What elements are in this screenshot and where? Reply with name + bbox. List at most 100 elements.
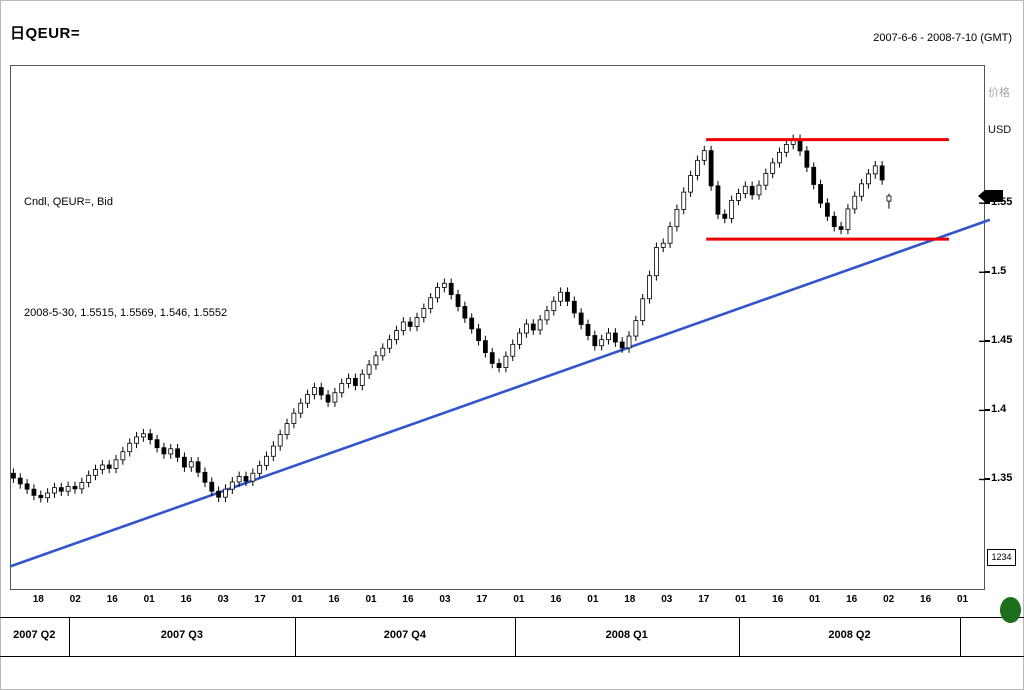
candle-body bbox=[517, 332, 522, 345]
x-tick-label: 16 bbox=[180, 594, 192, 605]
x-tick-label: 01 bbox=[291, 594, 303, 605]
candle-body bbox=[52, 487, 57, 494]
candle-body bbox=[99, 464, 105, 470]
candle-body bbox=[311, 387, 317, 395]
candle-body bbox=[524, 323, 529, 334]
x-tick-label: 17 bbox=[698, 594, 710, 605]
candle-body bbox=[38, 494, 44, 499]
candle-body bbox=[476, 328, 481, 342]
candle-body bbox=[667, 226, 673, 244]
candle-body bbox=[838, 226, 844, 230]
candle-body bbox=[202, 471, 208, 483]
y-tick-dash bbox=[985, 340, 990, 343]
candle-body bbox=[551, 300, 557, 312]
candle-body bbox=[749, 185, 755, 196]
x-tick-label: 01 bbox=[587, 594, 599, 605]
candle-body bbox=[127, 442, 133, 453]
x-tick-label: 17 bbox=[254, 594, 266, 605]
candle-body bbox=[482, 340, 488, 354]
candle-body bbox=[140, 433, 146, 438]
quarter-separator bbox=[514, 618, 516, 657]
candle-body bbox=[305, 394, 310, 404]
page-number-box[interactable]: 1234 bbox=[987, 549, 1016, 566]
candle-body bbox=[264, 455, 269, 466]
status-indicator-icon bbox=[1000, 597, 1021, 623]
y-tick-dash bbox=[985, 409, 990, 412]
candle-body bbox=[859, 183, 864, 197]
price-chart[interactable] bbox=[9, 65, 991, 590]
candle-body bbox=[277, 434, 283, 447]
candle-body bbox=[606, 332, 611, 341]
price-axis-title-cn: 价格 bbox=[988, 87, 1010, 99]
candle-body bbox=[113, 459, 119, 469]
x-tick-label: 16 bbox=[328, 594, 340, 605]
candle-body bbox=[441, 282, 447, 288]
candle-body bbox=[770, 162, 776, 174]
y-tick-dash bbox=[985, 202, 990, 205]
candle-body bbox=[783, 144, 789, 153]
quarter-label: 2008 Q2 bbox=[828, 629, 871, 641]
x-axis: 18 02 16 01 16 03 17 01 16 01 16 03 17 01 16 01 18 03 17 01… bbox=[0, 594, 1024, 610]
candle-body bbox=[578, 312, 584, 325]
x-tick-label: 16 bbox=[920, 594, 932, 605]
candle-body bbox=[831, 215, 837, 228]
candle-body bbox=[209, 481, 215, 492]
candle-body bbox=[537, 319, 543, 331]
candle-body bbox=[872, 165, 878, 175]
candle-body bbox=[325, 394, 331, 403]
quarter-label: 2007 Q4 bbox=[383, 629, 426, 641]
x-tick-label: 02 bbox=[883, 594, 895, 605]
candle-body bbox=[223, 488, 228, 498]
candle-body bbox=[736, 193, 741, 201]
candle-body bbox=[387, 339, 393, 349]
instrument-title: 日QEUR= bbox=[10, 22, 80, 43]
candle-body bbox=[845, 208, 851, 230]
candle-body bbox=[428, 297, 434, 309]
candle-body bbox=[154, 439, 160, 449]
trendline bbox=[9, 218, 991, 568]
candle-body bbox=[756, 184, 762, 196]
candle-body bbox=[818, 184, 823, 204]
candle-body bbox=[24, 483, 30, 490]
candle-body bbox=[599, 339, 605, 347]
candle-body bbox=[79, 482, 85, 490]
x-tick-label: 17 bbox=[476, 594, 488, 605]
candle-body bbox=[188, 461, 194, 468]
candle-body bbox=[503, 355, 509, 368]
quarter-separator bbox=[68, 618, 70, 657]
candle-body bbox=[811, 166, 817, 185]
candle-body bbox=[729, 199, 735, 219]
candle-body bbox=[332, 392, 338, 403]
x-tick-label: 16 bbox=[550, 594, 562, 605]
candle-body bbox=[708, 150, 714, 187]
candle-body bbox=[681, 191, 687, 210]
candle-body bbox=[380, 347, 386, 357]
last-price-marker-icon bbox=[978, 189, 1003, 202]
quarter-label: 2008 Q1 bbox=[605, 629, 648, 641]
candle-body bbox=[763, 173, 769, 186]
candle-body bbox=[647, 275, 652, 300]
candle-body bbox=[120, 451, 126, 461]
candle-body bbox=[147, 433, 153, 441]
legend-series: Cndl, QEUR=, Bid bbox=[24, 196, 113, 208]
candle-body bbox=[414, 317, 420, 327]
candle-body bbox=[353, 377, 358, 386]
candle-body bbox=[715, 185, 721, 215]
candle-body bbox=[489, 352, 495, 364]
x-tick-label: 03 bbox=[661, 594, 673, 605]
quarter-label: 2007 Q3 bbox=[160, 629, 203, 641]
y-tick-label: 1.5 bbox=[991, 265, 1007, 278]
candle-body bbox=[695, 159, 700, 176]
x-tick-label: 16 bbox=[846, 594, 858, 605]
candle-body bbox=[804, 150, 810, 168]
candle-body bbox=[435, 287, 440, 299]
candle-body bbox=[284, 423, 290, 435]
candle-body bbox=[722, 213, 728, 219]
x-tick-label: 01 bbox=[957, 594, 969, 605]
x-tick-label: 01 bbox=[809, 594, 821, 605]
quarter-separator bbox=[960, 618, 962, 657]
y-tick-label: 1.35 bbox=[991, 472, 1013, 485]
legend-ohlc: 2008-5-30, 1.5515, 1.5569, 1.546, 1.5552 bbox=[24, 307, 228, 319]
quarter-label: 2007 Q2 bbox=[13, 629, 56, 641]
